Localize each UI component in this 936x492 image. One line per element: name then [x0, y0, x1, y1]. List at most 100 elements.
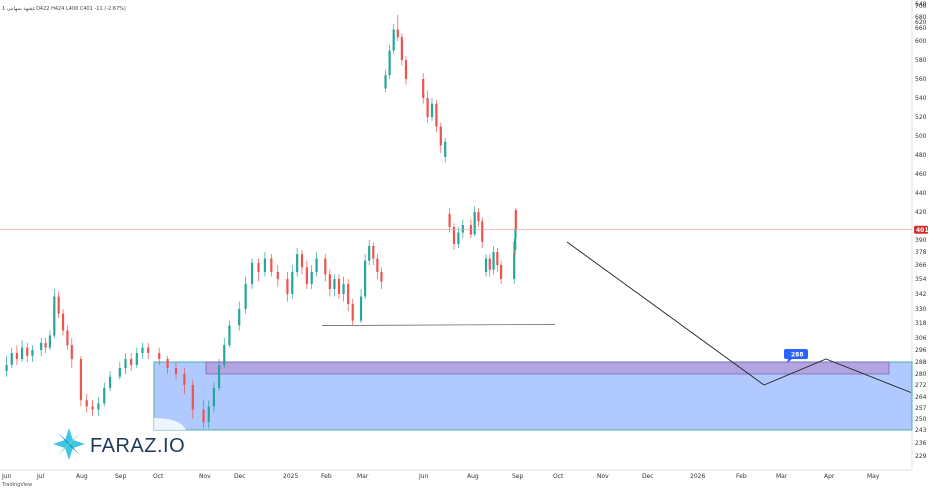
y-tick-label: 243: [915, 427, 927, 434]
candle: [223, 338, 226, 368]
x-tick-label: Nov: [199, 473, 211, 480]
candle: [15, 345, 19, 365]
y-tick-label: 420: [915, 209, 927, 216]
candle: [426, 90, 429, 123]
candle: [452, 223, 456, 250]
projection-path: [566, 241, 912, 393]
candle: [364, 254, 367, 299]
candle: [392, 23, 395, 55]
y-tick-label: 257: [915, 405, 927, 412]
candle: [66, 325, 69, 350]
candle: [404, 56, 408, 85]
candle: [469, 219, 472, 239]
x-tick-label: Sep: [115, 473, 127, 480]
zone-badge-label: 288: [791, 352, 804, 359]
y-tick-label: 460: [915, 171, 927, 178]
last-price-tag: [914, 225, 928, 234]
candle: [430, 98, 434, 121]
candle: [488, 254, 491, 277]
candle: [388, 44, 391, 79]
candle: [400, 33, 403, 66]
candle: [141, 342, 144, 359]
y-tick-label: 600: [915, 38, 927, 45]
last-price-marker: 401: [0, 225, 929, 234]
y-tick-label: 580: [915, 57, 927, 64]
candle: [333, 274, 336, 297]
support-line: [321, 324, 556, 326]
candle: [337, 274, 341, 299]
candle: [212, 382, 216, 413]
y-tick-label: 272: [915, 382, 927, 389]
candle: [70, 338, 73, 368]
candle: [31, 345, 34, 362]
candle: [473, 206, 476, 237]
candle: [448, 208, 451, 233]
y-tick-label: 700: [915, 3, 927, 10]
resistance-band: [205, 361, 890, 375]
candle: [97, 397, 100, 416]
faraz-logo-icon: [53, 428, 85, 460]
y-tick-label: 680: [915, 14, 927, 21]
y-tick-label: 288: [915, 359, 927, 366]
y-tick-label: 440: [915, 190, 927, 197]
x-tick-label: Jun: [418, 473, 429, 480]
candle: [310, 265, 313, 289]
candle: [238, 301, 241, 331]
candle: [20, 340, 24, 362]
candle: [300, 250, 304, 275]
symbol-header: 1 غشهد سهامی: [2, 6, 36, 12]
candle: [5, 356, 8, 377]
candle: [103, 382, 106, 407]
candle: [250, 258, 254, 289]
candle: [26, 342, 29, 362]
y-tick-label: 560: [915, 76, 927, 83]
candle: [305, 260, 308, 289]
candle: [481, 217, 484, 248]
candle: [439, 122, 442, 154]
y-tick-label: 330: [915, 306, 927, 313]
faraz-logo: FARAZ.IO: [53, 428, 185, 460]
y-tick-label: 306: [915, 335, 927, 342]
candle: [191, 379, 194, 419]
y-tick-label: 378: [915, 249, 927, 256]
candle: [118, 362, 121, 380]
y-tick-label: 296: [915, 347, 927, 354]
candle: [342, 276, 345, 302]
y-tick-label: 540: [915, 95, 927, 102]
y-tick-label: 236: [915, 440, 927, 447]
x-tick-label: Mar: [357, 473, 369, 480]
candle: [347, 279, 350, 312]
y-tick-label: 342: [915, 291, 927, 298]
y-tick-label: 366: [915, 262, 927, 269]
y-tick-label: 280: [915, 371, 927, 378]
y-tick-label: 318: [915, 320, 927, 327]
candle: [457, 226, 460, 248]
candle: [514, 208, 517, 231]
candle: [276, 265, 279, 287]
candle: [376, 254, 379, 279]
candle: [183, 368, 186, 394]
last-price-value: 401: [916, 227, 929, 234]
candle: [10, 347, 13, 368]
x-tick-label: Apr: [824, 473, 835, 480]
y-tick-label: 264: [915, 394, 927, 401]
candle: [492, 246, 495, 275]
x-tick-label: Aug: [76, 473, 88, 480]
x-tick-label: Oct: [153, 473, 164, 480]
x-tick-label: Aug: [467, 473, 479, 480]
candle: [57, 291, 60, 319]
x-tick-label: Oct: [553, 473, 564, 480]
candle: [461, 219, 464, 239]
y-tick-label: 250: [915, 416, 927, 423]
candle: [496, 248, 499, 272]
candle: [368, 240, 371, 265]
candle: [291, 265, 294, 299]
x-tick-label: Jun: [1, 473, 12, 480]
x-tick-label: 2025: [283, 473, 298, 480]
y-tick-label: 500: [915, 133, 927, 140]
candle: [263, 252, 267, 277]
candle: [324, 254, 327, 282]
candle: [44, 338, 47, 353]
candle: [217, 359, 221, 391]
